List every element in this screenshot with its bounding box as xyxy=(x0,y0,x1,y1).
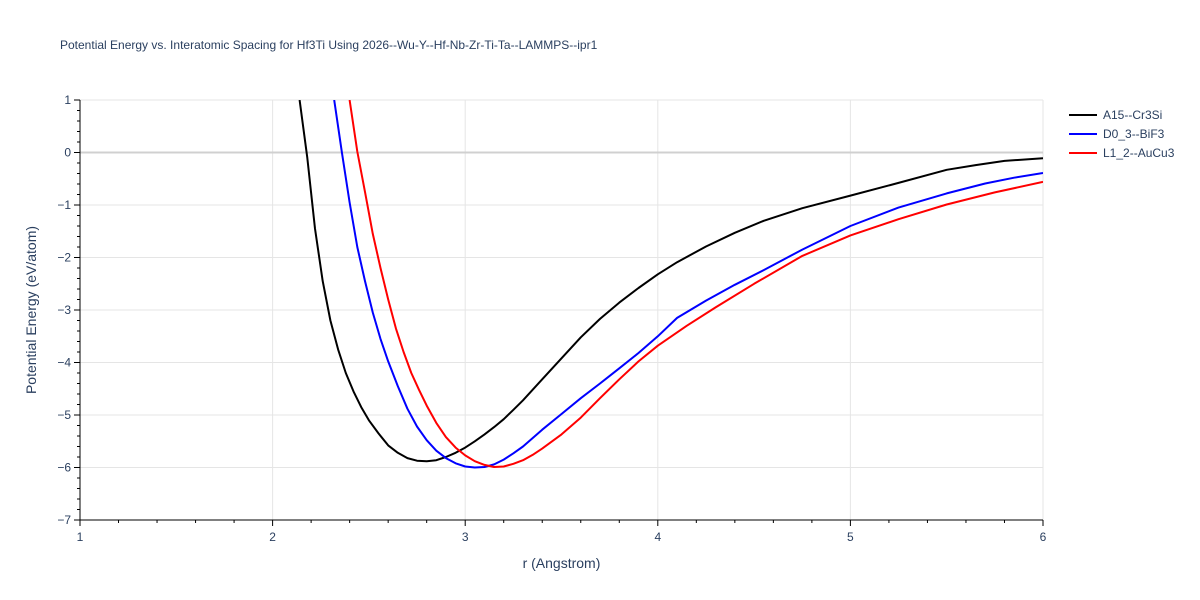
legend-item[interactable]: D0_3--BiF3 xyxy=(1069,127,1165,141)
legend-item[interactable]: L1_2--AuCu3 xyxy=(1069,146,1175,160)
legend-label: L1_2--AuCu3 xyxy=(1103,146,1175,160)
grid-lines xyxy=(80,99,1044,520)
y-tick-label: −6 xyxy=(57,461,71,475)
y-tick-label: −3 xyxy=(57,303,71,317)
plot-area xyxy=(298,100,1043,469)
tick-labels: 1 2 3 4 5 6 1 0 −1 −2 −3 −4 −5 −6 −7 xyxy=(57,93,1046,544)
axes xyxy=(74,99,1044,526)
x-tick-label: 6 xyxy=(1040,530,1047,544)
y-tick-label: −5 xyxy=(57,408,71,422)
legend-label: D0_3--BiF3 xyxy=(1103,127,1165,141)
y-tick-label: −2 xyxy=(57,251,71,265)
legend[interactable]: A15--Cr3Si D0_3--BiF3 L1_2--AuCu3 xyxy=(1069,108,1175,160)
x-tick-label: 5 xyxy=(847,530,854,544)
y-tick-label: −4 xyxy=(57,356,71,370)
y-tick-label: −1 xyxy=(57,198,71,212)
legend-item[interactable]: A15--Cr3Si xyxy=(1069,108,1162,122)
chart-title: Potential Energy vs. Interatomic Spacing… xyxy=(60,38,598,52)
series-line-3 xyxy=(348,100,1043,468)
y-tick-label: 1 xyxy=(64,93,71,107)
x-tick-label: 2 xyxy=(269,530,276,544)
y-tick-label: −7 xyxy=(57,513,71,527)
x-tick-label: 1 xyxy=(77,530,84,544)
series-line-2 xyxy=(333,100,1043,469)
y-axis-title: Potential Energy (eV/atom) xyxy=(23,226,39,394)
legend-label: A15--Cr3Si xyxy=(1103,108,1162,122)
series-line-1 xyxy=(298,100,1043,463)
x-tick-label: 4 xyxy=(654,530,661,544)
y-tick-label: 0 xyxy=(64,146,71,160)
x-tick-label: 3 xyxy=(462,530,469,544)
x-axis-title: r (Angstrom) xyxy=(523,555,601,571)
